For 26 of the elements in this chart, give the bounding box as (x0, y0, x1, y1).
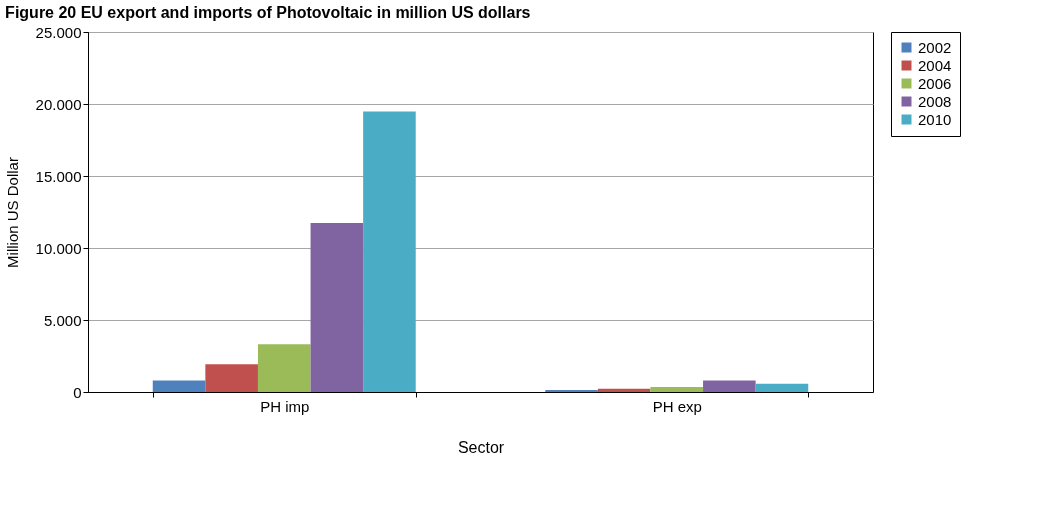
legend-label: 2008 (918, 92, 952, 110)
y-tick-label: 10.000 (35, 239, 82, 257)
chart-title: Figure 20 EU export and imports of Photovoltaic in million US dollars (5, 4, 531, 21)
y-tick-label: 25.000 (35, 23, 82, 41)
x-axis-title: Sector (457, 438, 505, 456)
y-tick-label: 15.000 (35, 167, 82, 185)
bar (310, 222, 364, 392)
y-tick-label: 5.000 (43, 311, 82, 329)
y-tick-label: 0 (73, 383, 82, 401)
x-tick-label: PH exp (652, 397, 702, 415)
bar (257, 344, 311, 392)
y-axis-title: Million US Dollar (3, 157, 21, 268)
bar (363, 111, 416, 392)
bar (650, 386, 704, 392)
legend-label: 2004 (918, 56, 952, 74)
bar (755, 383, 809, 392)
bar (597, 388, 651, 392)
legend-label: 2006 (918, 74, 952, 92)
x-tick-label: PH imp (260, 397, 310, 415)
bar (205, 364, 258, 392)
bar (703, 380, 756, 392)
y-tick-label: 20.000 (35, 95, 82, 113)
bar (545, 389, 598, 392)
bar (152, 380, 206, 392)
legend-label: 2002 (918, 38, 952, 56)
legend-label: 2010 (918, 110, 952, 128)
